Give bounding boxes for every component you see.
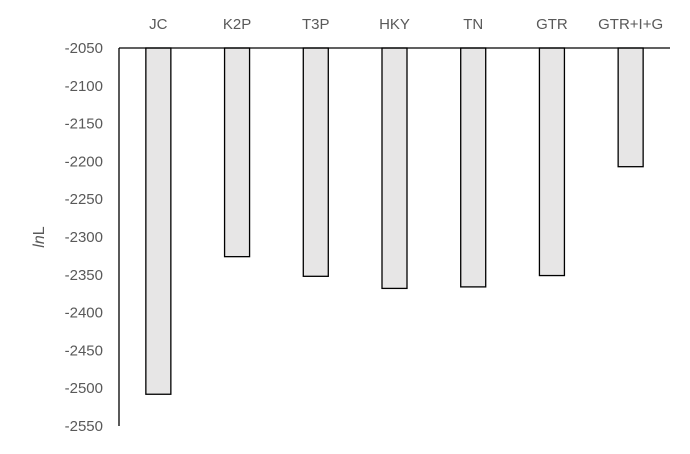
bar-jc <box>145 47 172 395</box>
y-tick-label: -2300 <box>65 229 103 246</box>
bar-gtr-i-g <box>617 47 644 168</box>
y-tick-label: -2150 <box>65 116 103 133</box>
category-label: K2P <box>223 16 251 33</box>
category-labels: JC K2P T3P HKY TN GTR GTR+I+G <box>149 16 663 33</box>
y-tick-label: -2100 <box>65 78 103 95</box>
category-label: GTR <box>536 16 568 33</box>
y-axis-label-rest: L <box>31 226 48 235</box>
y-tick-label: -2500 <box>65 380 103 397</box>
category-label: HKY <box>379 16 410 33</box>
category-label: JC <box>149 16 168 33</box>
bars <box>145 47 644 395</box>
y-tick-label: -2050 <box>65 40 103 57</box>
y-tick-label: -2200 <box>65 153 103 170</box>
bar-hky <box>381 47 408 290</box>
y-axis-label-italic: ln <box>31 235 48 248</box>
y-tick-label: -2400 <box>65 305 103 322</box>
bar-t3p <box>302 47 329 277</box>
y-tick-labels: -2050 -2100 -2150 -2200 -2250 -2300 -2350 -2400… <box>65 40 103 435</box>
y-tick-label: -2450 <box>65 342 103 359</box>
category-label: GTR+I+G <box>598 16 663 33</box>
category-label: T3P <box>302 16 330 33</box>
y-tick-label: -2250 <box>65 191 103 208</box>
bar-tn <box>460 47 487 288</box>
y-tick-label: -2350 <box>65 267 103 284</box>
bar-k2p <box>223 47 251 258</box>
y-axis-label: lnL <box>31 226 48 247</box>
category-label: TN <box>463 16 483 33</box>
y-tick-label: -2550 <box>65 418 103 435</box>
bar-gtr <box>538 47 566 277</box>
